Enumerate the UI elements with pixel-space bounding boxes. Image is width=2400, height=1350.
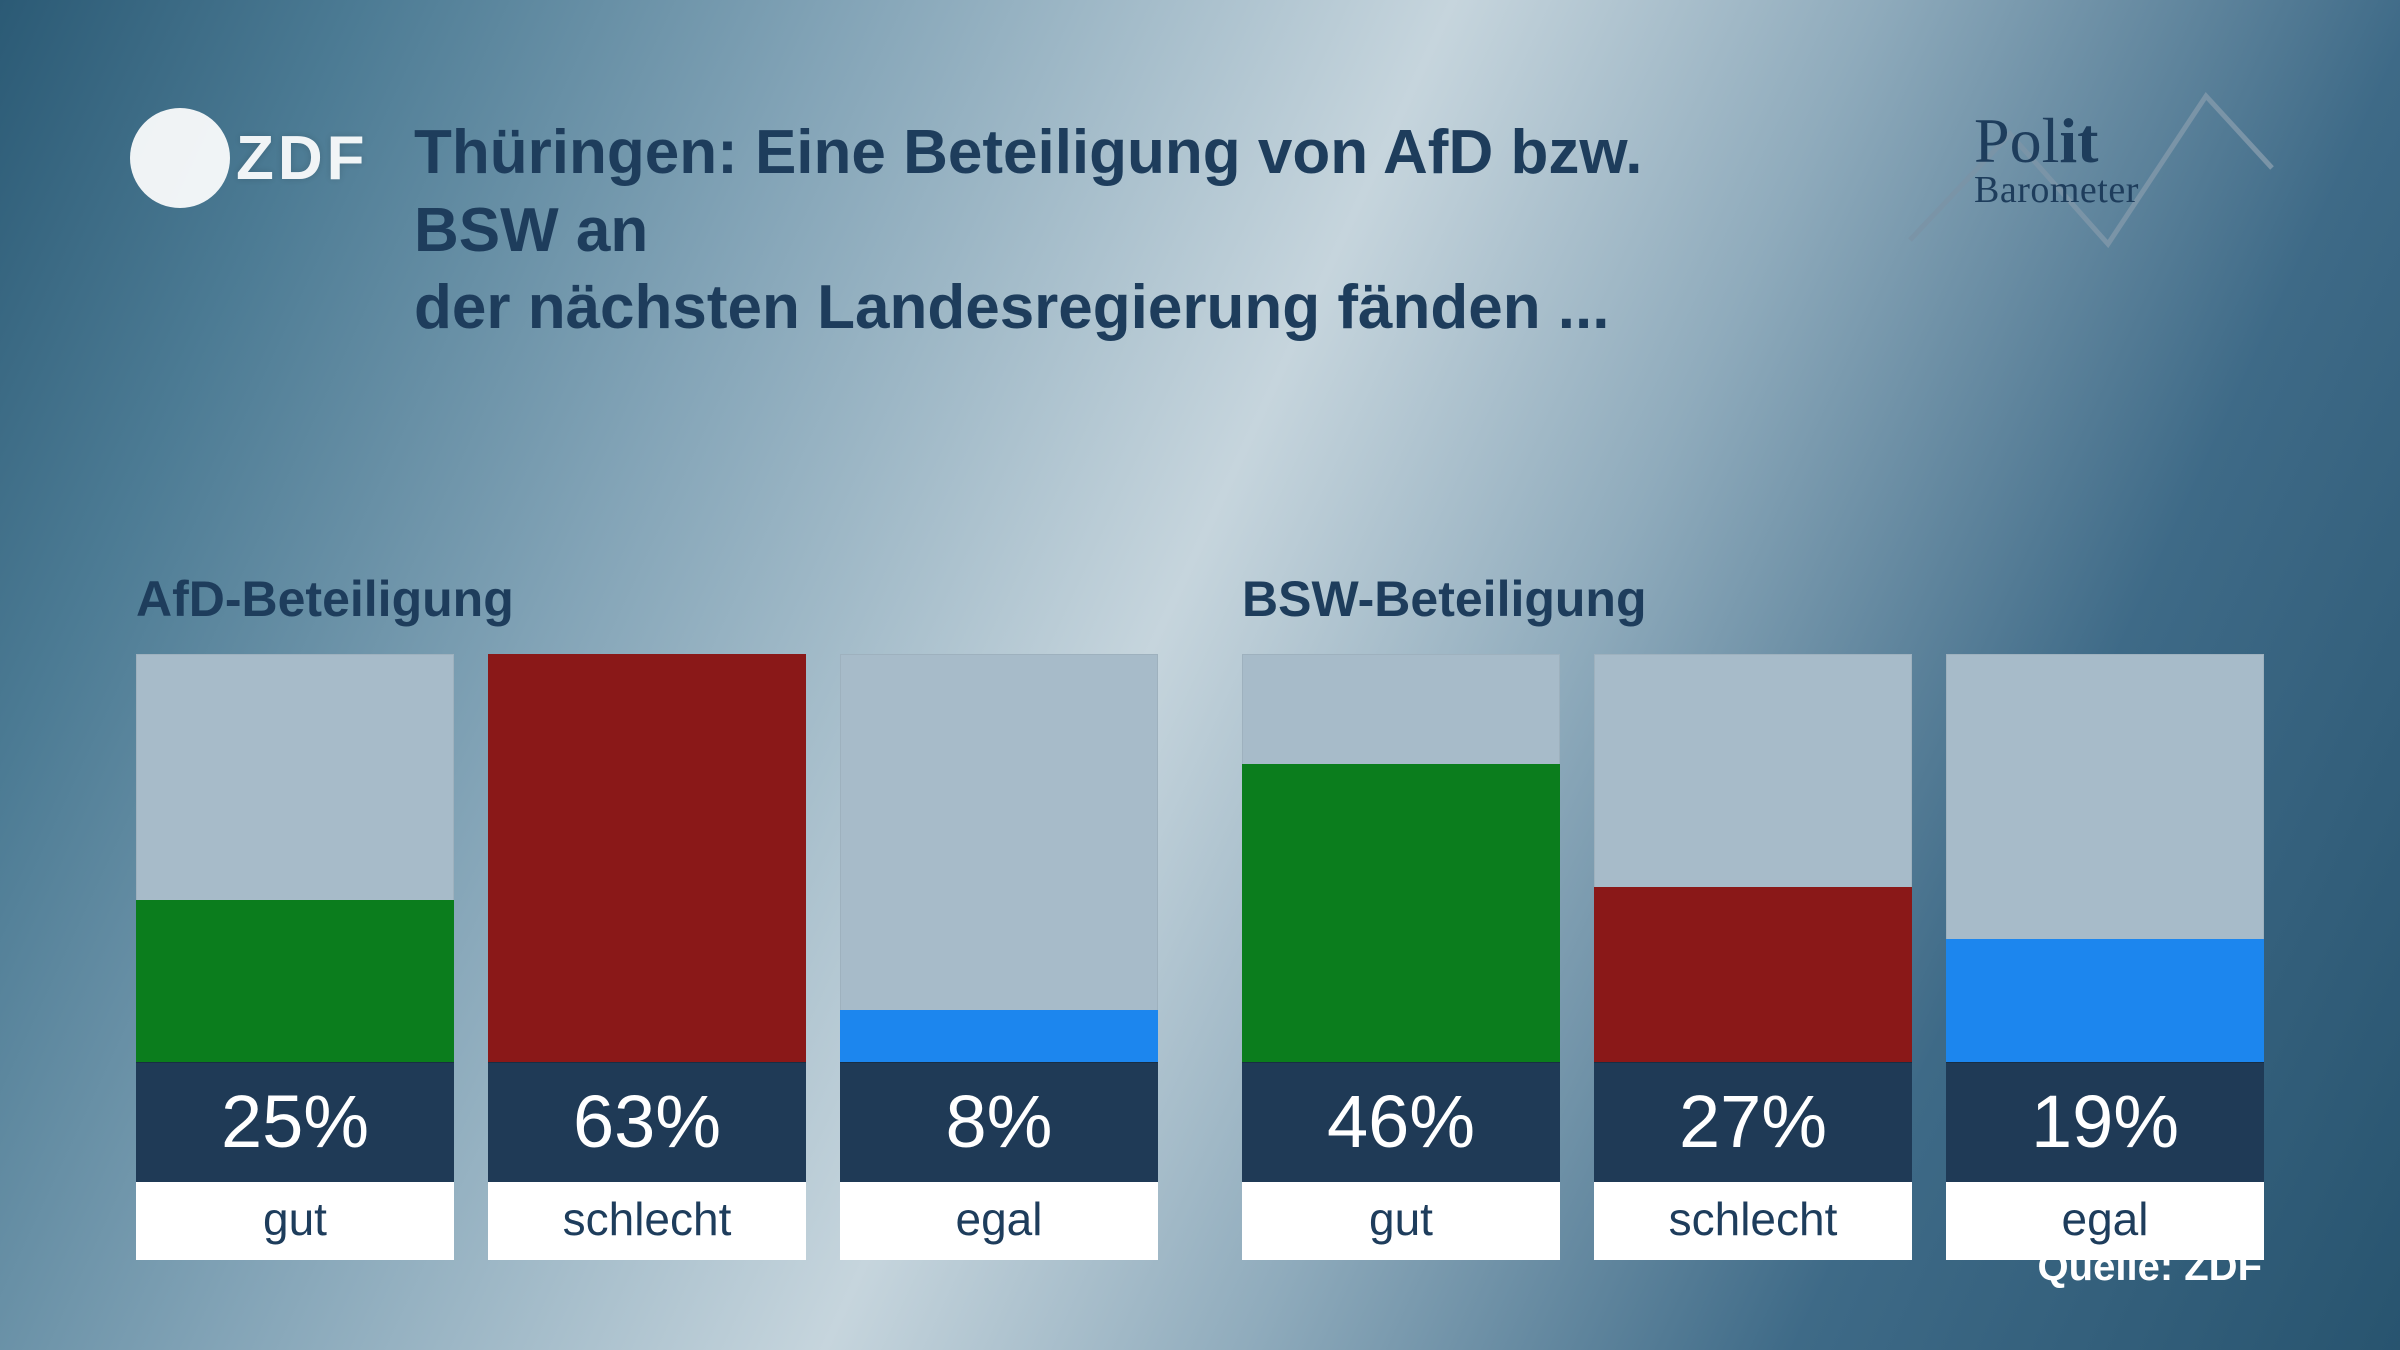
bar-label: gut <box>136 1182 454 1260</box>
bar-fill <box>1594 887 1912 1062</box>
bar-label: egal <box>840 1182 1158 1260</box>
bars-row: 25%gut63%schlecht8%egal <box>136 654 1158 1260</box>
bars-row: 46%gut27%schlecht19%egal <box>1242 654 2264 1260</box>
politbarometer-text: Polit Barometer <box>1974 104 2139 212</box>
bar-value: 27% <box>1594 1062 1912 1182</box>
bar-fill <box>1242 764 1560 1062</box>
chart-title-line1: Thüringen: Eine Beteiligung von AfD bzw.… <box>414 118 1642 265</box>
chart-title: Thüringen: Eine Beteiligung von AfD bzw.… <box>414 114 1734 347</box>
bar-label: schlecht <box>488 1182 806 1260</box>
bar-column: 63%schlecht <box>488 654 806 1260</box>
bar-track <box>840 654 1158 1062</box>
chart-group: AfD-Beteiligung25%gut63%schlecht8%egal <box>136 570 1158 1260</box>
bar-value: 46% <box>1242 1062 1560 1182</box>
polit-word1-bold: it <box>2059 105 2098 176</box>
chart-group-title: BSW-Beteiligung <box>1242 570 2264 628</box>
chart-group: BSW-Beteiligung46%gut27%schlecht19%egal <box>1242 570 2264 1260</box>
bar-fill <box>840 1010 1158 1062</box>
bar-label: schlecht <box>1594 1182 1912 1260</box>
chart-area: AfD-Beteiligung25%gut63%schlecht8%egalBS… <box>136 570 2264 1260</box>
bar-column: 8%egal <box>840 654 1158 1260</box>
bar-column: 46%gut <box>1242 654 1560 1260</box>
politbarometer-logo: Polit Barometer <box>1900 70 2280 290</box>
zdf-disc-icon <box>130 108 230 208</box>
chart-group-title: AfD-Beteiligung <box>136 570 1158 628</box>
bar-value: 63% <box>488 1062 806 1182</box>
broadcaster-logo-text: ZDF <box>236 123 369 194</box>
broadcaster-logo: ZDF <box>130 108 369 208</box>
source-label: Quelle: ZDF <box>2038 1245 2262 1290</box>
bar-value: 25% <box>136 1062 454 1182</box>
bar-value: 8% <box>840 1062 1158 1182</box>
bar-track <box>1594 654 1912 1062</box>
polit-word2: Barometer <box>1974 168 2139 212</box>
bar-fill <box>136 900 454 1062</box>
bar-value: 19% <box>1946 1062 2264 1182</box>
chart-title-line2: der nächsten Landesregierung fänden ... <box>414 273 1609 342</box>
bar-track <box>1946 654 2264 1062</box>
bar-column: 19%egal <box>1946 654 2264 1260</box>
bar-label: gut <box>1242 1182 1560 1260</box>
bar-fill <box>1946 939 2264 1062</box>
bar-column: 25%gut <box>136 654 454 1260</box>
bar-track <box>488 654 806 1062</box>
bar-track <box>1242 654 1560 1062</box>
bar-column: 27%schlecht <box>1594 654 1912 1260</box>
polit-word1-light: Pol <box>1974 105 2059 176</box>
bar-fill <box>488 654 806 1062</box>
bar-track <box>136 654 454 1062</box>
